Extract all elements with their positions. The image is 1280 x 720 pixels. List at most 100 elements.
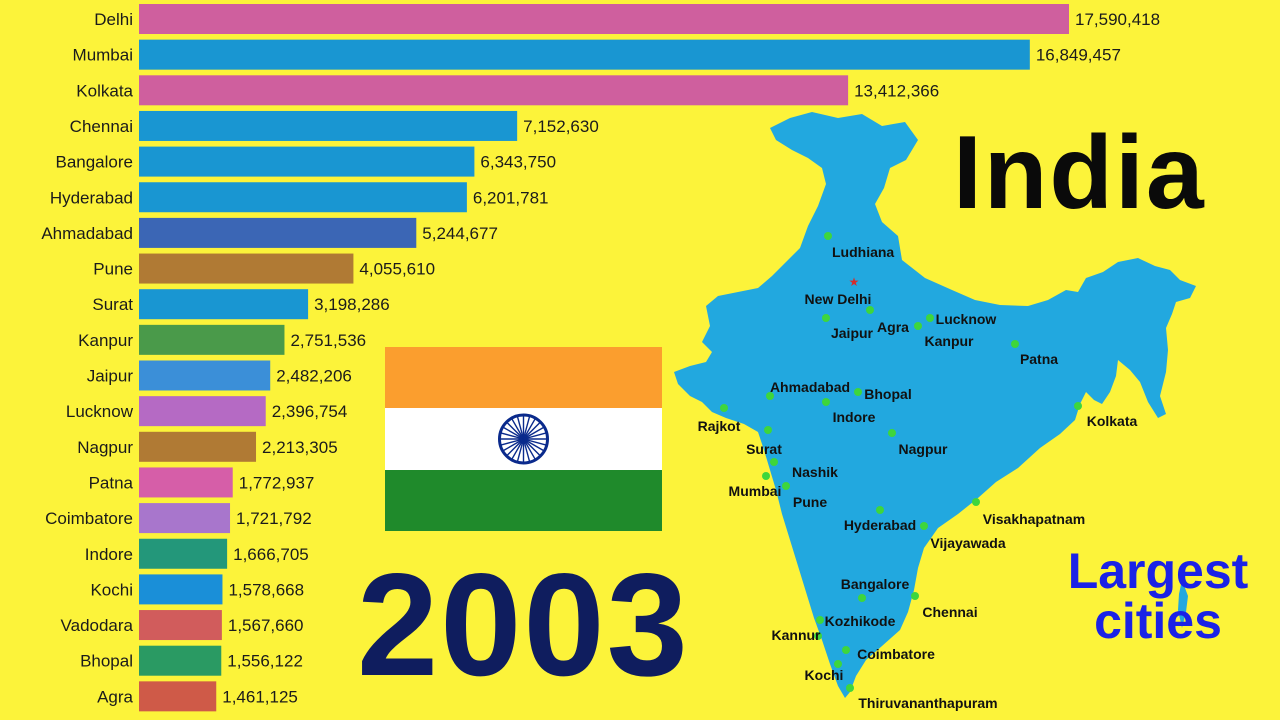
- subtitle-line1: Largest: [1067, 543, 1249, 599]
- city-label-new-delhi: New Delhi: [805, 291, 872, 307]
- city-dot-kozhikode: [816, 616, 824, 624]
- city-dot-vijayawada: [920, 522, 928, 530]
- city-dot-coimbatore: [842, 646, 850, 654]
- city-dot-surat: [764, 426, 772, 434]
- category-label-nagpur: Nagpur: [77, 438, 133, 457]
- bar-bangalore: [139, 146, 475, 177]
- flag-saffron-stripe: [385, 347, 662, 408]
- value-label-vadodara: 1,567,660: [228, 616, 304, 635]
- city-label-kolkata: Kolkata: [1087, 413, 1138, 429]
- value-label-pune: 4,055,610: [359, 260, 435, 279]
- city-label-lucknow: Lucknow: [936, 311, 997, 327]
- bar-vadodara: [139, 610, 222, 641]
- bar-delhi: [139, 4, 1069, 34]
- city-dot-chennai: [911, 592, 919, 600]
- value-label-chennai: 7,152,630: [523, 117, 599, 136]
- category-label-kanpur: Kanpur: [78, 331, 133, 350]
- flag-green-stripe: [385, 470, 662, 531]
- bar-bhopal: [139, 645, 222, 676]
- city-dot-visakhapatnam: [972, 498, 980, 506]
- bar-hyderabad: [139, 182, 467, 213]
- value-label-jaipur: 2,482,206: [276, 367, 352, 386]
- city-dot-agra: [866, 306, 874, 314]
- category-label-chennai: Chennai: [70, 117, 133, 136]
- city-label-indore: Indore: [833, 409, 876, 425]
- bar-nagpur: [139, 431, 257, 462]
- city-dot-pune: [782, 482, 790, 490]
- city-dot-patna: [1011, 340, 1019, 348]
- city-label-nashik: Nashik: [792, 464, 838, 480]
- category-label-lucknow: Lucknow: [66, 402, 134, 421]
- chart-subtitle: Largest cities: [1040, 546, 1276, 646]
- category-label-indore: Indore: [85, 545, 133, 564]
- value-label-mumbai: 16,849,457: [1036, 46, 1121, 65]
- value-label-kochi: 1,578,668: [228, 580, 304, 599]
- value-label-kanpur: 2,751,536: [290, 331, 366, 350]
- value-label-bhopal: 1,556,122: [227, 652, 303, 671]
- city-dot-nagpur: [888, 429, 896, 437]
- city-label-thiruvananthapuram: Thiruvananthapuram: [858, 695, 997, 711]
- value-label-agra: 1,461,125: [222, 687, 298, 706]
- city-label-kannur: Kannur: [772, 627, 822, 643]
- bar-pune: [139, 253, 354, 284]
- city-label-chennai: Chennai: [922, 604, 977, 620]
- city-dot-ludhiana: [824, 232, 832, 240]
- city-label-kanpur: Kanpur: [925, 333, 975, 349]
- value-label-bangalore: 6,343,750: [480, 153, 556, 172]
- value-label-surat: 3,198,286: [314, 295, 390, 314]
- bar-indore: [139, 538, 228, 569]
- flag-white-stripe: [385, 408, 662, 470]
- category-label-pune: Pune: [93, 260, 133, 279]
- bar-surat: [139, 289, 309, 320]
- city-dot-kolkata: [1074, 402, 1082, 410]
- city-dot-bangalore: [858, 594, 866, 602]
- category-label-patna: Patna: [89, 473, 134, 492]
- bar-kochi: [139, 574, 223, 605]
- city-dot-lucknow: [926, 314, 934, 322]
- city-label-ahmadabad: Ahmadabad: [770, 379, 850, 395]
- value-label-ahmadabad: 5,244,677: [422, 224, 498, 243]
- city-label-hyderabad: Hyderabad: [844, 517, 916, 533]
- category-label-delhi: Delhi: [94, 10, 133, 29]
- city-label-mumbai: Mumbai: [729, 483, 782, 499]
- value-label-hyderabad: 6,201,781: [473, 188, 549, 207]
- bar-ahmadabad: [139, 217, 417, 248]
- bar-jaipur: [139, 360, 271, 391]
- map-cities: Ludhiana ★ New Delhi Jaipur Agra Lucknow Kanpu…: [698, 232, 1138, 711]
- city-label-nagpur: Nagpur: [899, 441, 949, 457]
- category-label-kolkata: Kolkata: [76, 81, 133, 100]
- city-dot-ahmadabad: [766, 392, 774, 400]
- city-dot-kanpur: [914, 322, 922, 330]
- city-dot-kochi: [834, 660, 842, 668]
- city-label-bangalore: Bangalore: [841, 576, 910, 592]
- category-label-vadodara: Vadodara: [61, 616, 134, 635]
- bar-coimbatore: [139, 503, 231, 534]
- indian-flag: [385, 347, 662, 531]
- bar-agra: [139, 681, 217, 712]
- subtitle-line2: cities: [1094, 593, 1222, 649]
- city-label-surat: Surat: [746, 441, 782, 457]
- capital-star-icon: ★: [849, 275, 860, 289]
- bars-layer: Delhi 17,590,418 Mumbai 16,849,457 Kolkata 13…: [41, 4, 1160, 712]
- city-label-vijayawada: Vijayawada: [930, 535, 1005, 551]
- country-title: India: [953, 115, 1206, 231]
- value-label-coimbatore: 1,721,792: [236, 509, 312, 528]
- category-label-bangalore: Bangalore: [55, 153, 133, 172]
- city-label-jaipur: Jaipur: [831, 325, 874, 341]
- city-dot-mumbai: [762, 472, 770, 480]
- city-dot-thiruvananthapuram: [846, 684, 854, 692]
- india-map: [674, 112, 1196, 698]
- bar-kolkata: [139, 75, 849, 106]
- category-label-agra: Agra: [97, 687, 133, 706]
- city-dot-nashik: [770, 458, 778, 466]
- andaman-islands: [1178, 580, 1188, 628]
- city-dot-jaipur: [822, 314, 830, 322]
- city-label-pune: Pune: [793, 494, 827, 510]
- city-label-patna: Patna: [1020, 351, 1058, 367]
- india-landmass: [674, 112, 1196, 698]
- city-dot-bhopal: [854, 388, 862, 396]
- city-label-bhopal: Bhopal: [864, 386, 911, 402]
- category-label-hyderabad: Hyderabad: [50, 188, 133, 207]
- bar-mumbai: [139, 39, 1030, 70]
